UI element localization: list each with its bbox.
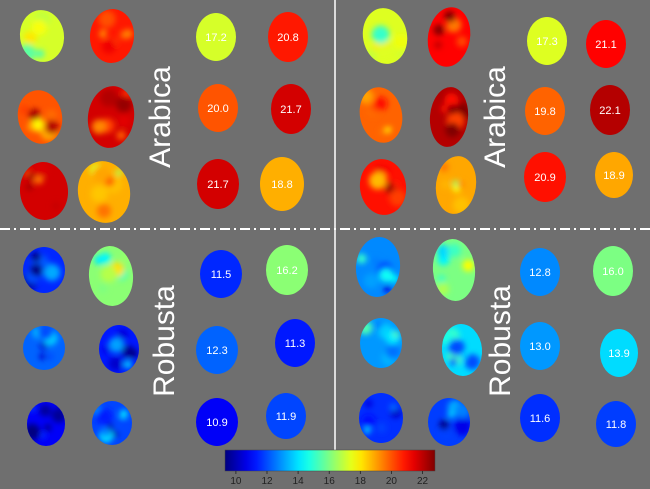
- bean-mean-map: [520, 322, 560, 370]
- bean-mean-value: 18.9: [603, 170, 624, 182]
- bean-mean-value: 21.7: [207, 179, 228, 191]
- bean-mean-map: [266, 245, 308, 295]
- bean-heatmap: [356, 156, 410, 218]
- bean-mean-value: 13.9: [608, 348, 629, 360]
- bean-heatmap: [23, 247, 65, 293]
- bean-mean-map: [595, 152, 633, 198]
- bean-mean-map: [196, 326, 238, 374]
- bean-mean-value: 18.8: [271, 179, 292, 191]
- variety-label: Arabica: [479, 66, 512, 168]
- bean-heatmap: [23, 326, 65, 370]
- colorbar-tick-label: 20: [386, 476, 398, 487]
- bean-mean-value: 17.3: [536, 36, 557, 48]
- bean-mean-value: 21.7: [280, 104, 301, 116]
- bean-mean-value: 16.2: [276, 265, 297, 277]
- bean-heatmap: [355, 83, 407, 147]
- colorbar-tick-label: 16: [324, 476, 336, 487]
- bean-heatmap: [423, 3, 475, 71]
- bean-heatmap: [86, 244, 136, 308]
- bean-mean-value: 20.8: [277, 32, 298, 44]
- bean-mean-map: [200, 250, 242, 298]
- variety-label: Robusta: [148, 285, 181, 397]
- bean-mean-map: [260, 157, 304, 211]
- bean-mean-value: 22.1: [599, 105, 620, 117]
- bean-heatmap: [360, 318, 402, 368]
- bean-mean-value: 11.9: [276, 411, 297, 423]
- colorbar-tick-label: 10: [230, 476, 242, 487]
- bean-mean-map: [524, 152, 566, 202]
- bean-mean-map: [520, 394, 560, 442]
- bean-mean-map: [525, 87, 565, 135]
- bean-heatmap: [13, 86, 67, 148]
- bean-heatmap: [16, 7, 68, 65]
- bean-heatmap: [27, 402, 65, 446]
- bean-mean-map: [271, 84, 311, 134]
- bean-mean-map: [197, 159, 239, 209]
- bean-heatmap: [427, 85, 471, 149]
- bean-mean-map: [196, 398, 238, 446]
- bean-mean-map: [275, 319, 315, 367]
- panel-bottom-right: 12.8 16.0 13.0 13.9 11.6 11.8 Robusta: [353, 235, 638, 447]
- bean-mean-map: [520, 248, 560, 296]
- bean-mean-map: [196, 13, 236, 61]
- bean-heatmap: [83, 83, 139, 151]
- bean-mean-map: [593, 246, 633, 296]
- bean-heatmap: [430, 237, 478, 303]
- colorbar-tick-label: 22: [417, 476, 429, 487]
- bean-mean-map: [600, 329, 638, 377]
- bean-mean-value: 17.2: [205, 32, 226, 44]
- panel-top-left: 17.2 20.8 20.0 21.7 21.7 18.8 Arabica: [13, 7, 311, 228]
- bean-mean-value: 13.0: [529, 341, 550, 353]
- variety-label: Robusta: [484, 285, 517, 397]
- bean-mean-map: [268, 12, 308, 62]
- bean-mean-map: [266, 393, 306, 439]
- bean-heatmap: [17, 160, 71, 222]
- bean-mean-value: 20.0: [207, 103, 228, 115]
- colorbar: [224, 449, 436, 472]
- bean-mean-map: [596, 401, 636, 447]
- bean-heatmap: [73, 156, 135, 228]
- variety-label: Arabica: [144, 66, 177, 168]
- colorbar-tick-label: 18: [355, 476, 367, 487]
- panel-bottom-left: 11.5 16.2 12.3 11.3 10.9 11.9 Robusta: [23, 244, 315, 446]
- bean-mean-value: 11.6: [530, 413, 551, 425]
- bean-heatmap: [432, 153, 480, 217]
- bean-mean-value: 20.9: [534, 172, 555, 184]
- bean-mean-value: 21.1: [595, 39, 616, 51]
- bean-mean-map: [590, 85, 630, 135]
- bean-mean-value: 11.3: [285, 338, 306, 350]
- bean-mean-map: [586, 20, 626, 68]
- bean-heatmap: [428, 398, 470, 446]
- bean-heatmap: [358, 4, 412, 68]
- bean-heatmap: [439, 322, 485, 378]
- bean-mean-value: 10.9: [206, 417, 227, 429]
- bean-mean-value: 11.5: [211, 269, 232, 281]
- bean-heatmap: [92, 401, 132, 445]
- bean-mean-map: [527, 17, 567, 65]
- bean-heatmap: [353, 235, 403, 299]
- bean-mean-value: 12.8: [529, 267, 550, 279]
- bean-heatmap: [99, 325, 139, 373]
- colorbar-tick-label: 14: [293, 476, 305, 487]
- colorbar-tick-label: 12: [261, 476, 273, 487]
- bean-mean-value: 12.3: [206, 345, 227, 357]
- bean-mean-value: 11.8: [606, 419, 627, 431]
- bean-heatmap: [87, 7, 137, 65]
- bean-heatmap: [359, 393, 403, 443]
- bean-mean-value: 16.0: [602, 266, 623, 278]
- panel-top-right: 17.3 21.1 19.8 22.1 20.9 18.9 Arabica: [355, 3, 633, 218]
- bean-mean-value: 19.8: [534, 106, 555, 118]
- bean-mean-map: [198, 84, 238, 132]
